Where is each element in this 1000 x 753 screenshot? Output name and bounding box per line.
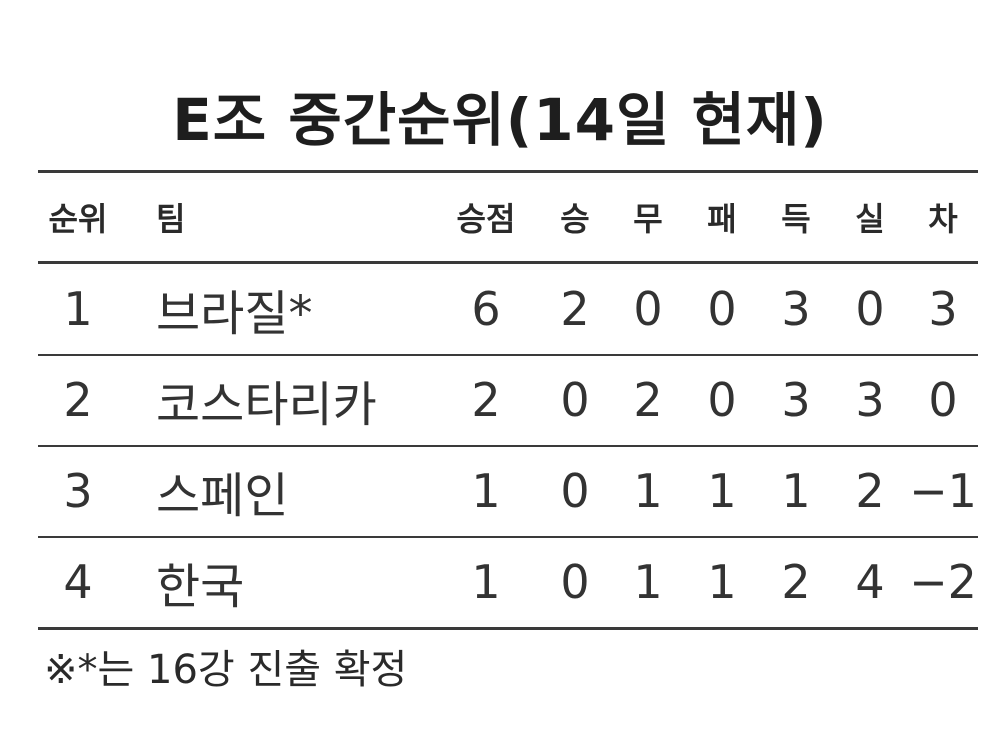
table-header-row: 순위 팀 승점 승 무 패 득 실 차 [38, 176, 978, 258]
goal-diff-cell: 0 [928, 373, 958, 427]
page-title: E조 중간순위(14일 현재) [172, 86, 828, 154]
points-cell: 1 [471, 464, 501, 518]
goals-for-cell: 3 [781, 282, 811, 336]
team-cell: 코스타리카 [156, 377, 377, 433]
team-cell: 한국 [156, 559, 245, 615]
table-top-rule [38, 170, 978, 173]
loss-cell: 1 [707, 464, 737, 518]
points-cell: 6 [471, 282, 501, 336]
table-row: 2 코스타리카 2 0 2 0 3 3 0 [38, 357, 978, 443]
header-points: 승점 [456, 200, 516, 238]
row-divider [38, 445, 978, 447]
header-goal-diff: 차 [928, 200, 958, 238]
draw-cell: 1 [633, 464, 663, 518]
table-header-rule [38, 261, 978, 264]
goals-for-cell: 2 [781, 555, 811, 609]
rank-cell: 4 [63, 555, 93, 609]
header-goals-for: 득 [781, 200, 811, 238]
goals-against-cell: 3 [855, 373, 885, 427]
header-rank: 순위 [48, 200, 108, 238]
win-cell: 0 [560, 555, 590, 609]
header-win: 승 [560, 200, 590, 238]
header-goals-against: 실 [855, 200, 885, 238]
header-loss: 패 [707, 200, 737, 238]
table-row: 1 브라질* 6 2 0 0 3 0 3 [38, 266, 978, 352]
goals-for-cell: 3 [781, 373, 811, 427]
points-cell: 1 [471, 555, 501, 609]
table-row: 4 한국 1 0 1 1 2 4 −2 [38, 539, 978, 625]
table-bottom-rule [38, 627, 978, 630]
table-row: 3 스페인 1 0 1 1 1 2 −1 [38, 448, 978, 534]
goal-diff-cell: −2 [909, 555, 977, 609]
draw-cell: 1 [633, 555, 663, 609]
loss-cell: 0 [707, 282, 737, 336]
footnote: ※*는 16강 진출 확정 [44, 647, 408, 693]
rank-cell: 1 [63, 282, 93, 336]
draw-cell: 0 [633, 282, 663, 336]
loss-cell: 0 [707, 373, 737, 427]
goals-against-cell: 4 [855, 555, 885, 609]
row-divider [38, 354, 978, 356]
rank-cell: 3 [63, 464, 93, 518]
header-draw: 무 [633, 200, 663, 238]
win-cell: 0 [560, 464, 590, 518]
team-cell: 브라질* [156, 286, 313, 342]
rank-cell: 2 [63, 373, 93, 427]
row-divider [38, 536, 978, 538]
draw-cell: 2 [633, 373, 663, 427]
win-cell: 2 [560, 282, 590, 336]
goals-against-cell: 2 [855, 464, 885, 518]
team-cell: 스페인 [156, 468, 289, 524]
header-team: 팀 [156, 200, 186, 238]
loss-cell: 1 [707, 555, 737, 609]
goals-against-cell: 0 [855, 282, 885, 336]
win-cell: 0 [560, 373, 590, 427]
points-cell: 2 [471, 373, 501, 427]
goal-diff-cell: 3 [928, 282, 958, 336]
goals-for-cell: 1 [781, 464, 811, 518]
goal-diff-cell: −1 [909, 464, 977, 518]
